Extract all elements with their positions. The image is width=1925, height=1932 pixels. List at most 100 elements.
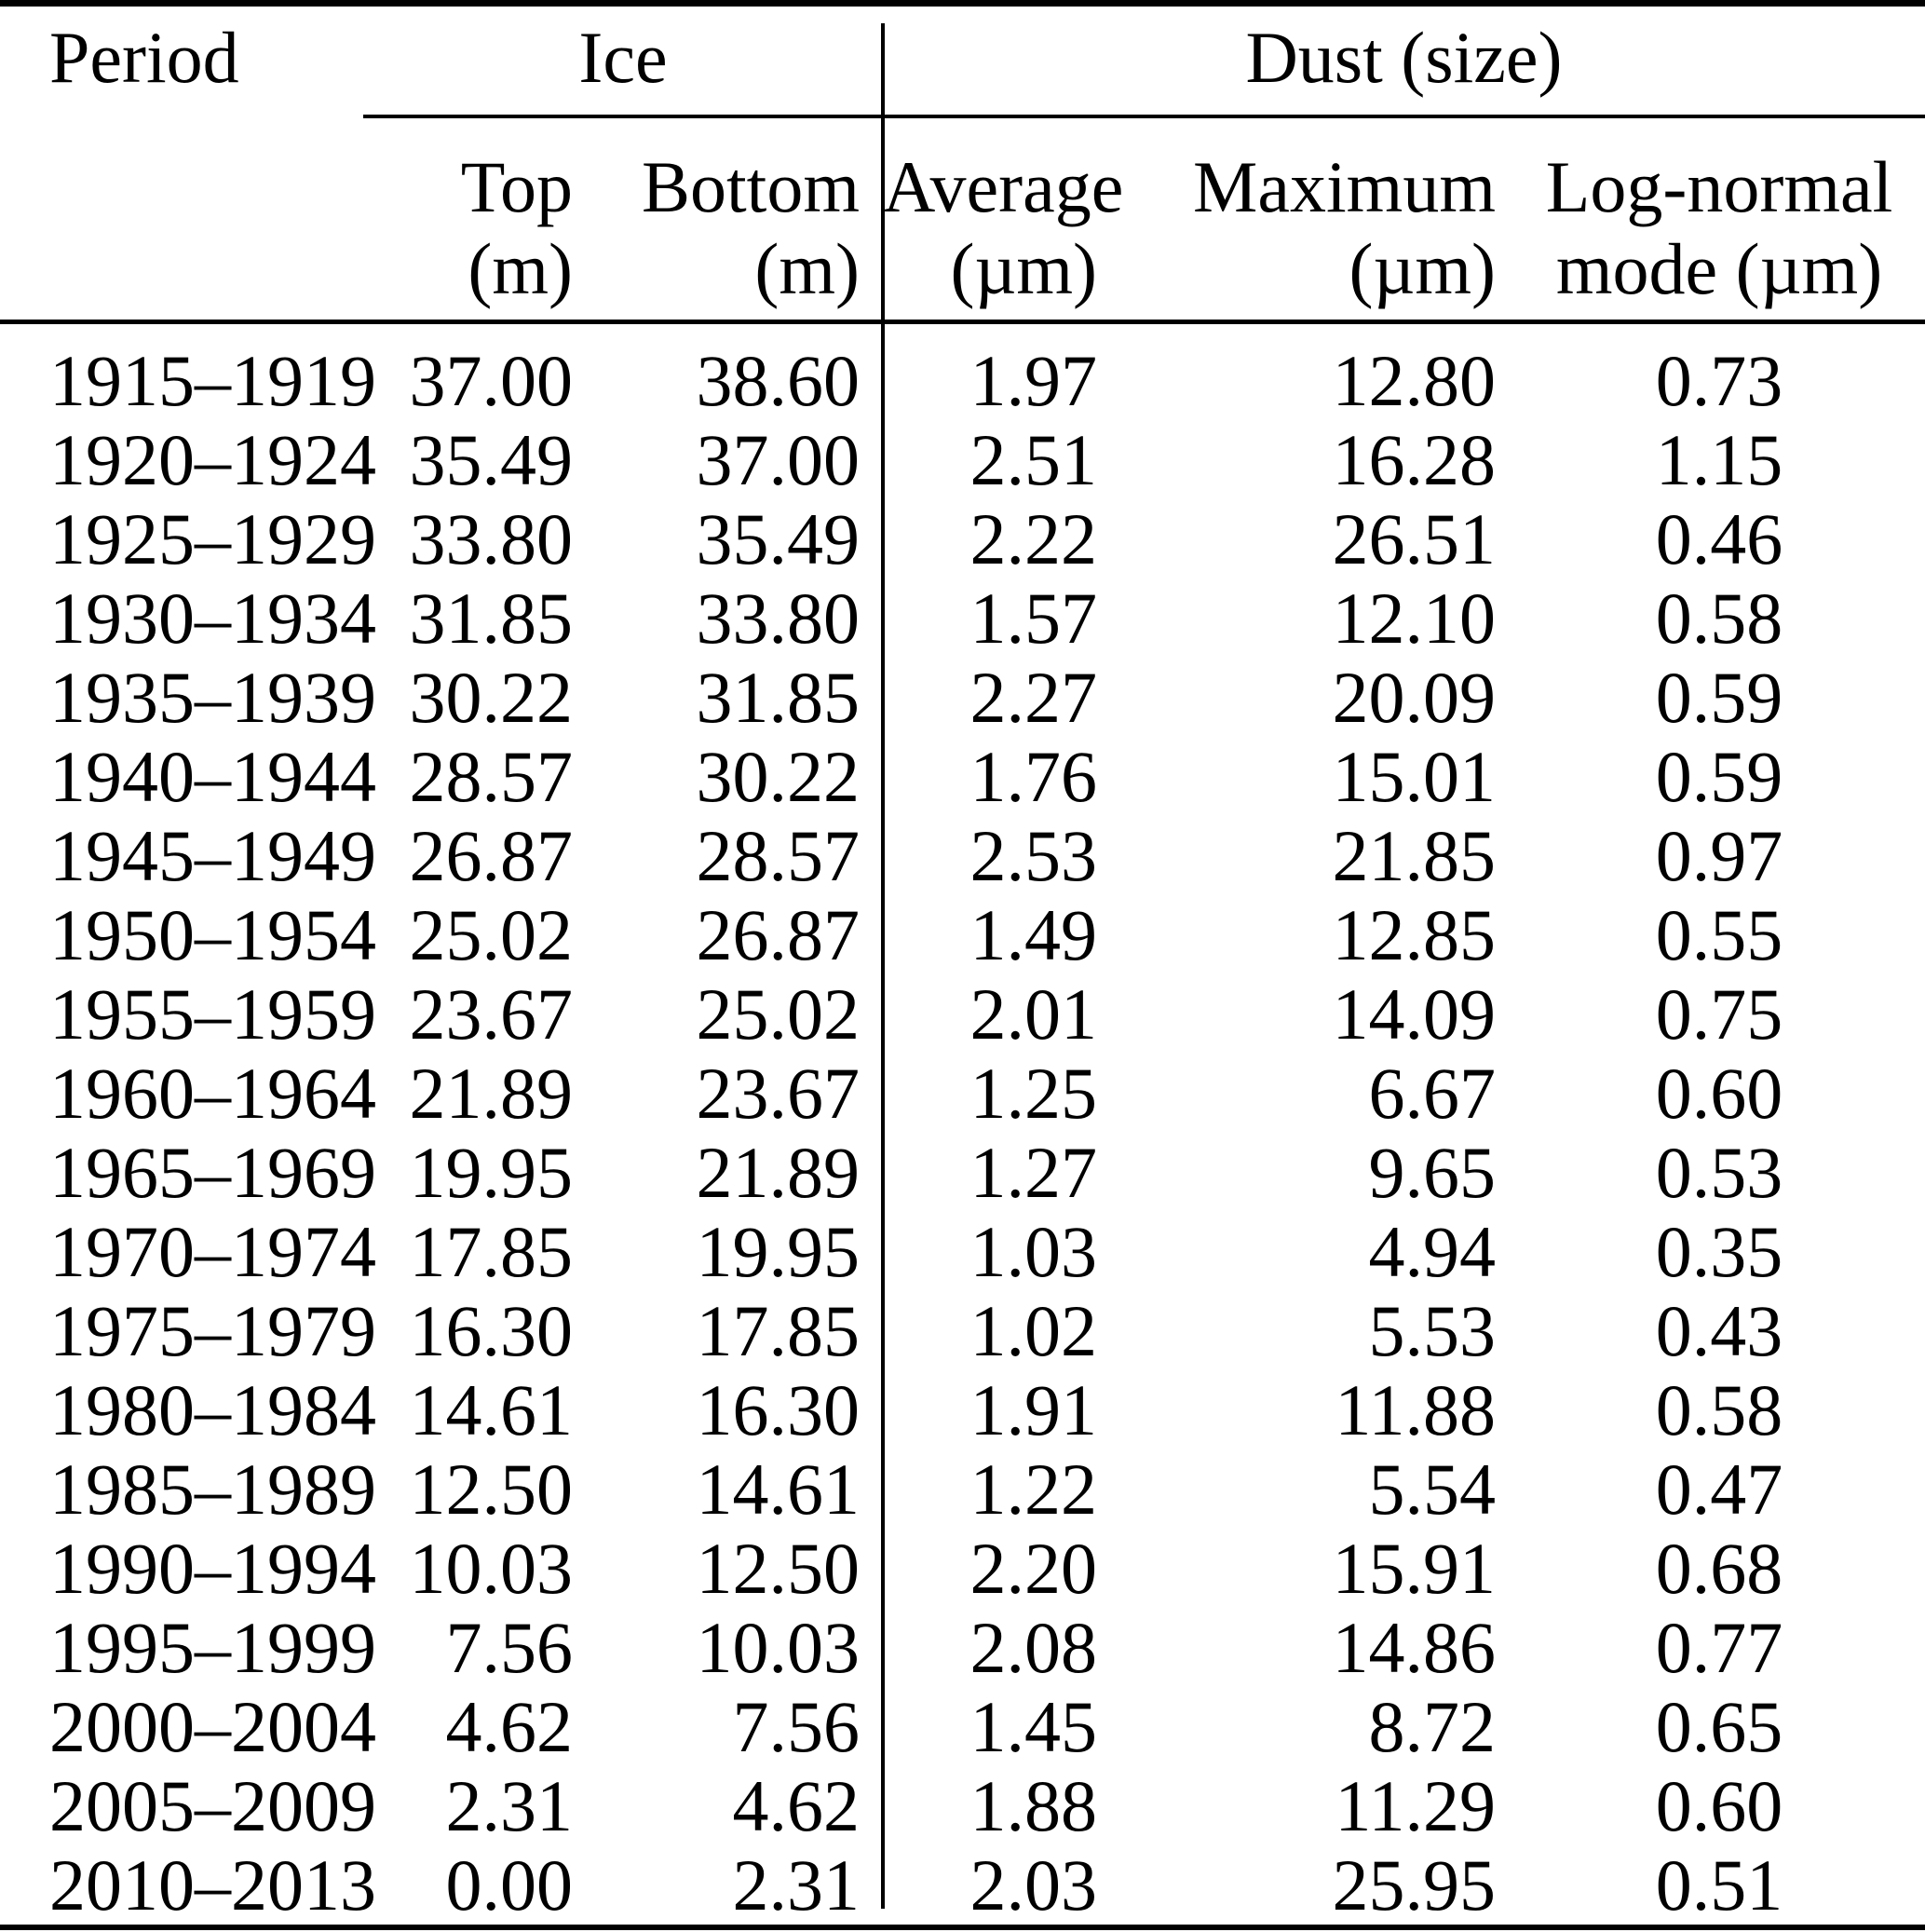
cell-top-depth: 30.22 — [409, 657, 574, 738]
cell-bottom-depth: 17.85 — [696, 1290, 861, 1371]
cell-average-size: 2.22 — [969, 498, 1098, 579]
cell-lognormal-mode: 0.59 — [1655, 736, 1783, 817]
cell-maximum-size: 5.54 — [1368, 1449, 1497, 1530]
cell-top-depth: 14.61 — [409, 1369, 574, 1450]
cell-maximum-size: 9.65 — [1368, 1132, 1497, 1213]
cell-average-size: 2.53 — [969, 815, 1098, 896]
cell-top-depth: 10.03 — [409, 1528, 574, 1609]
col-header-maximum-line1: Maximum — [1193, 145, 1496, 227]
col-header-bottom-line1: Bottom — [641, 145, 860, 227]
cell-lognormal-mode: 0.47 — [1655, 1449, 1783, 1530]
cell-period: 1955–1959 — [49, 973, 376, 1054]
table-row: 1955–1959 23.67 25.02 2.01 14.09 0.75 — [0, 974, 1925, 1054]
cell-lognormal-mode: 0.97 — [1655, 815, 1783, 896]
cell-period: 1970–1974 — [49, 1211, 376, 1292]
cell-period: 1985–1989 — [49, 1449, 376, 1530]
cell-average-size: 2.08 — [969, 1607, 1098, 1688]
cell-lognormal-mode: 0.58 — [1655, 578, 1783, 659]
cell-top-depth: 12.50 — [409, 1449, 574, 1530]
cell-bottom-depth: 7.56 — [732, 1686, 861, 1767]
col-header-average: Average (µm) — [883, 116, 1130, 324]
cell-maximum-size: 5.53 — [1368, 1290, 1497, 1371]
cell-bottom-depth: 25.02 — [696, 973, 861, 1054]
col-header-bottom: Bottom (m) — [573, 116, 883, 324]
cell-average-size: 1.22 — [969, 1449, 1098, 1530]
cell-average-size: 1.25 — [969, 1053, 1098, 1134]
col-header-bottom-unit: (m) — [754, 227, 860, 309]
cell-lognormal-mode: 0.43 — [1655, 1290, 1783, 1371]
cell-top-depth: 33.80 — [409, 498, 574, 579]
cell-maximum-size: 6.67 — [1368, 1053, 1497, 1134]
cell-maximum-size: 12.10 — [1332, 578, 1497, 659]
col-header-maximum: Maximum (µm) — [1130, 116, 1513, 324]
cell-top-depth: 26.87 — [409, 815, 574, 896]
table-row: 1940–1944 28.57 30.22 1.76 15.01 0.59 — [0, 737, 1925, 816]
cell-maximum-size: 16.28 — [1332, 419, 1497, 500]
cell-period: 1980–1984 — [49, 1369, 376, 1450]
cell-period: 1940–1944 — [49, 736, 376, 817]
cell-maximum-size: 20.09 — [1332, 657, 1497, 738]
cell-average-size: 2.51 — [969, 419, 1098, 500]
cell-bottom-depth: 28.57 — [696, 815, 861, 896]
cell-maximum-size: 25.95 — [1332, 1844, 1497, 1925]
cell-maximum-size: 21.85 — [1332, 815, 1497, 896]
cell-period: 1930–1934 — [49, 578, 376, 659]
column-separator-line — [881, 23, 885, 1909]
col-header-lognormal-mode: Log-normal mode (µm) — [1513, 116, 1925, 324]
cell-lognormal-mode: 0.46 — [1655, 498, 1783, 579]
cell-period: 2005–2009 — [49, 1765, 376, 1846]
cell-average-size: 1.45 — [969, 1686, 1098, 1767]
cell-average-size: 1.76 — [969, 736, 1098, 817]
cell-bottom-depth: 33.80 — [696, 578, 861, 659]
cell-period: 2000–2004 — [49, 1686, 376, 1767]
cell-lognormal-mode: 0.65 — [1655, 1686, 1783, 1767]
col-header-lognormal-line1: Log-normal — [1545, 145, 1893, 227]
cell-top-depth: 4.62 — [445, 1686, 574, 1767]
table-row: 1990–1994 10.03 12.50 2.20 15.91 0.68 — [0, 1529, 1925, 1608]
cell-average-size: 1.03 — [969, 1211, 1098, 1292]
cell-bottom-depth: 31.85 — [696, 657, 861, 738]
cell-average-size: 1.02 — [969, 1290, 1098, 1371]
cell-lognormal-mode: 0.73 — [1655, 340, 1783, 421]
table-row: 1995–1999 7.56 10.03 2.08 14.86 0.77 — [0, 1608, 1925, 1687]
cell-lognormal-mode: 1.15 — [1655, 419, 1783, 500]
cell-maximum-size: 11.88 — [1335, 1369, 1496, 1450]
cell-maximum-size: 8.72 — [1368, 1686, 1497, 1767]
cell-maximum-size: 14.09 — [1332, 973, 1497, 1054]
table-body: 1915–1919 37.00 38.60 1.97 12.80 0.73 19… — [0, 322, 1925, 1928]
table-row: 1915–1919 37.00 38.60 1.97 12.80 0.73 — [0, 322, 1925, 421]
table-row: 1960–1964 21.89 23.67 1.25 6.67 0.60 — [0, 1054, 1925, 1133]
cell-top-depth: 23.67 — [409, 973, 574, 1054]
cell-average-size: 1.91 — [969, 1369, 1098, 1450]
table-row: 1950–1954 25.02 26.87 1.49 12.85 0.55 — [0, 895, 1925, 974]
cell-average-size: 2.03 — [969, 1844, 1098, 1925]
cell-period: 2010–2013 — [49, 1844, 376, 1925]
cell-top-depth: 25.02 — [409, 894, 574, 975]
cell-lognormal-mode: 0.53 — [1655, 1132, 1783, 1213]
col-header-average-line1: Average — [883, 145, 1124, 227]
cell-top-depth: 31.85 — [409, 578, 574, 659]
table-row: 1965–1969 19.95 21.89 1.27 9.65 0.53 — [0, 1133, 1925, 1212]
cell-maximum-size: 15.91 — [1332, 1528, 1497, 1609]
table-row: 1920–1924 35.49 37.00 2.51 16.28 1.15 — [0, 420, 1925, 499]
table-row: 1935–1939 30.22 31.85 2.27 20.09 0.59 — [0, 658, 1925, 737]
cell-lognormal-mode: 0.55 — [1655, 894, 1783, 975]
cell-period: 1950–1954 — [49, 894, 376, 975]
table-row: 1985–1989 12.50 14.61 1.22 5.54 0.47 — [0, 1449, 1925, 1529]
col-group-dust: Dust (size) — [883, 3, 1925, 118]
cell-period: 1945–1949 — [49, 815, 376, 896]
table-row: 1975–1979 16.30 17.85 1.02 5.53 0.43 — [0, 1291, 1925, 1370]
cell-period: 1990–1994 — [49, 1528, 376, 1609]
cell-average-size: 1.57 — [969, 578, 1098, 659]
cell-maximum-size: 15.01 — [1332, 736, 1497, 817]
cell-top-depth: 35.49 — [409, 419, 574, 500]
col-header-maximum-unit: (µm) — [1349, 227, 1496, 309]
cell-lognormal-mode: 0.51 — [1655, 1844, 1783, 1925]
cell-bottom-depth: 30.22 — [696, 736, 861, 817]
cell-period: 1925–1929 — [49, 498, 376, 579]
cell-maximum-size: 11.29 — [1335, 1765, 1496, 1846]
cell-bottom-depth: 21.89 — [696, 1132, 861, 1213]
col-header-lognormal-unit: mode (µm) — [1555, 227, 1883, 309]
cell-bottom-depth: 10.03 — [696, 1607, 861, 1688]
